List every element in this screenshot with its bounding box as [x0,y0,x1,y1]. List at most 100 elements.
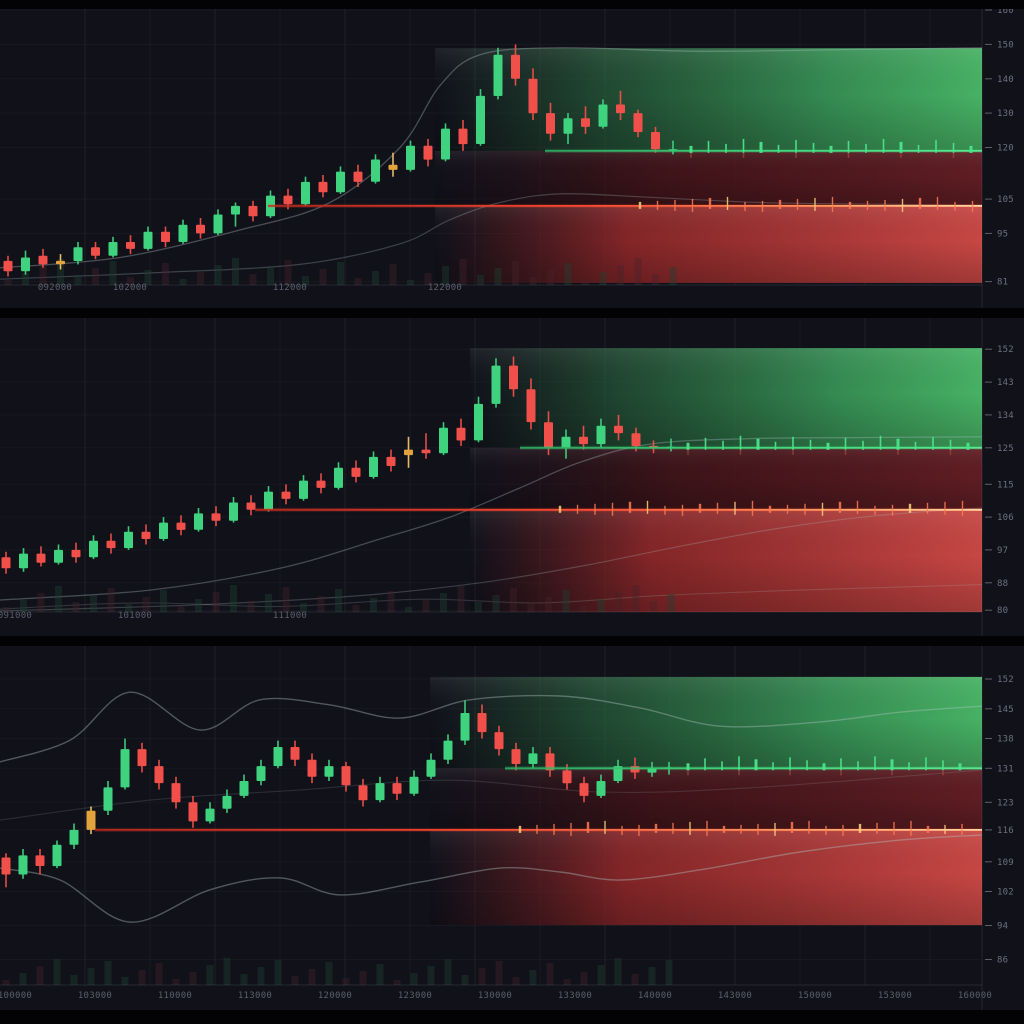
y-axis-label: 94 [997,922,1008,932]
candle [137,742,147,773]
candle [161,226,170,248]
y-axis-label: 95 [997,229,1008,239]
candle [511,742,521,771]
x-axis-label: 120000 [318,991,352,1001]
x-axis-label: 140000 [638,991,672,1001]
x-axis-label: 160000 [958,991,992,1001]
candle [386,449,396,472]
candle [126,235,135,255]
candle [56,254,65,270]
indicator-bands [0,47,983,280]
candle [141,524,151,545]
level-tick-marks [518,756,963,836]
band-curve [0,436,983,601]
candle [426,753,436,779]
candle [196,218,205,239]
candle [273,740,283,769]
candle [176,515,186,536]
candle [441,123,450,162]
y-axis-label: 152 [997,345,1014,355]
candle [563,113,573,145]
candlestick-series [1,356,676,574]
candle [336,166,345,194]
gradient-zones [470,348,982,612]
candle [73,242,83,265]
level-lines [95,766,982,832]
candle [143,226,153,251]
price-chart-panel-2[interactable]: 152 143 134 125 115 106 97 88 80 091000 101000 1110… [0,318,1024,636]
y-axis-label: 88 [997,579,1008,589]
candle [353,164,363,187]
y-axis-label: 106 [997,513,1014,523]
candle [19,548,28,572]
candle [154,759,164,790]
price-chart-panel-1[interactable]: 160 150 140 130 120 105 95 81 092000 102000 112000… [0,9,1024,308]
level-tick-marks [558,435,970,516]
candle [211,506,221,527]
bottom-black-bar [0,1010,1024,1024]
volume-bars [2,958,673,985]
candle [334,462,343,490]
axes: 152 145 138 131 123 116 109 102 94 86 100000 103000… [0,646,1014,1010]
candle [108,236,118,258]
y-axis-label: 134 [997,411,1014,421]
candle [38,248,48,268]
candle [596,418,606,448]
candle [528,68,538,120]
band-curve [0,769,983,821]
y-axis-label: 120 [997,144,1014,154]
candle [120,738,130,790]
x-axis-label: 153000 [878,991,912,1001]
candle [476,89,485,146]
candle [188,795,198,828]
candle [54,544,63,565]
candle [171,776,181,809]
y-axis-label: 125 [997,444,1014,454]
candle [18,849,28,879]
candle [421,433,431,459]
candle [491,358,501,408]
y-axis-label: 138 [997,735,1014,745]
candle [579,425,588,450]
chart-canvas-3[interactable]: 152 145 138 131 123 116 109 102 94 86 100000 103000… [0,646,1024,1010]
y-axis-label: 80 [997,606,1008,616]
x-axis-label: 150000 [798,991,832,1001]
y-axis-label: 160 [997,9,1014,16]
x-axis-label: 130000 [478,991,512,1001]
candle [324,759,334,781]
candle [579,776,589,803]
x-axis-label: 103000 [78,991,112,1001]
candle [103,781,113,815]
candle [456,418,466,446]
candlestick-series [1,700,674,888]
candle [388,152,398,177]
indicator-bands [0,436,983,612]
chart-canvas-2[interactable]: 152 143 134 125 115 106 97 88 80 091000 101000 1110… [0,318,1024,636]
candle [546,102,555,141]
price-chart-panel-3[interactable]: 152 145 138 131 123 116 109 102 94 86 100000 103000… [0,646,1024,1010]
candle [69,823,79,849]
volume-bars [2,585,675,612]
axes: 152 143 134 125 115 106 97 88 80 091000 101000 1110… [0,318,1014,636]
chart-canvas-1[interactable]: 160 150 140 130 120 105 95 81 092000 102000 112000… [0,9,1024,308]
x-axis-label: 123000 [398,991,432,1001]
candle [460,700,470,745]
candle [124,526,133,550]
candle [35,849,45,875]
candle [439,422,448,456]
candle [371,154,380,184]
band-curve [0,691,983,763]
candle [194,508,203,532]
candle [458,120,468,151]
candle [246,495,256,516]
band-curve [0,507,983,612]
candle [613,759,623,784]
candle [509,356,518,397]
x-axis-label: 110000 [158,991,192,1001]
candlestick-series [3,44,678,277]
candle [229,497,238,523]
candle [71,542,81,563]
candle [290,740,300,767]
candle [375,776,385,803]
candle [633,109,643,138]
